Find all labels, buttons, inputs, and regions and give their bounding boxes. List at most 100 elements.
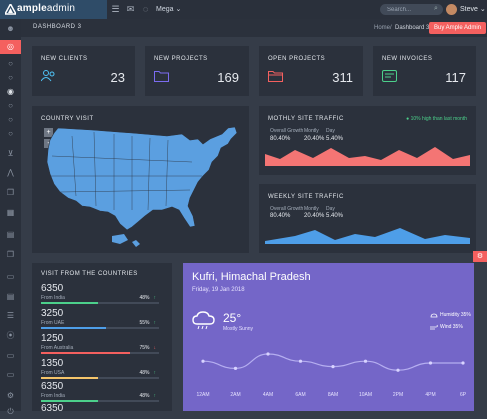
dashboard-icon: ◎ — [7, 42, 14, 51]
monthly-traffic-panel: MOTHLY SITE TRAFFIC ● 10% high than last… — [259, 106, 476, 175]
breadcrumb-bar: DASHBOARD 3 Home / Dashboard 3 Buy Ample… — [21, 19, 487, 37]
weather-hour-label: 8AM — [327, 392, 339, 398]
legend: ● 10% high than last month — [406, 116, 467, 122]
sidebar-item-copy[interactable]: ❐ — [0, 248, 21, 262]
circle-icon: ○ — [8, 101, 13, 110]
stat-value: 117 — [445, 70, 466, 85]
breadcrumb-separator: / — [390, 25, 392, 31]
visit-value: 1250 — [41, 333, 64, 344]
sidebar-item-dashboard[interactable]: ◎ — [0, 40, 21, 54]
chat-icon[interactable]: ◌ — [142, 4, 149, 14]
weather-hour-label: 6AM — [295, 392, 306, 398]
weather-trend-point — [428, 361, 433, 365]
weather-city: Kufri, Himachal Pradesh — [192, 271, 311, 283]
cloud-rain-icon — [192, 311, 215, 330]
stat-label: OPEN PROJECTS — [268, 56, 326, 62]
sidebar-item-grid[interactable]: ▦ — [0, 206, 21, 220]
sidebar-item-3[interactable]: ◉ — [0, 85, 21, 99]
col-label: Montly — [304, 128, 319, 134]
sidebar-item-6[interactable]: ○ — [0, 127, 21, 141]
logo[interactable]: ampleadmin — [0, 0, 107, 19]
visit-progress — [41, 327, 159, 329]
sidebar-item-tables[interactable]: ▤ — [0, 228, 21, 242]
sidebar-item-settings[interactable]: ⚙ — [0, 389, 21, 403]
visit-percent: 48% ↑ — [139, 370, 156, 376]
buy-button[interactable]: Buy Ample Admin — [429, 22, 486, 34]
sidebar-item-4[interactable]: ○ — [0, 99, 21, 113]
sidebar-item-docs[interactable]: ▭ — [0, 270, 21, 284]
sidebar-item-shop[interactable]: ⊻ — [0, 147, 21, 161]
visit-percent-value: 48% — [139, 393, 150, 399]
menu-icon[interactable]: ☰ — [111, 4, 120, 14]
weather-hour-label: 6P — [459, 392, 467, 398]
mega-menu[interactable]: Mega ⌄ — [156, 6, 182, 13]
weather-hour-label: 2AM — [230, 392, 241, 398]
weather-condition: Mostly Sunny — [223, 326, 254, 332]
sidebar-item-5[interactable]: ○ — [0, 113, 21, 127]
table-icon: ▤ — [6, 230, 15, 239]
monthly-area-chart — [265, 147, 470, 166]
sidebar-item-table2[interactable]: ▤ — [0, 290, 21, 304]
sidebar-item-1[interactable]: ○ — [0, 57, 21, 71]
sidebar-item-apps[interactable]: ❐ — [0, 186, 21, 200]
breadcrumb-home[interactable]: Home — [374, 25, 391, 31]
col-label: Day — [326, 206, 335, 212]
weather-temp: 25° — [223, 311, 242, 325]
circle-icon: ○ — [8, 59, 13, 68]
layers-icon: ☰ — [6, 311, 15, 320]
visit-percent: 48% ↑ — [139, 393, 156, 399]
weather-trend-point — [331, 365, 335, 369]
visit-value: 1350 — [41, 358, 64, 369]
sidebar: ☻ ◎ ○ ○ ◉ ○ ○ ○ ⊻ ⋀ ❐ ▦ ▤ ❐ ▭ ▤ ☰ ⦿ ▭ ▭ … — [0, 19, 21, 416]
settings-icon: ⚙ — [6, 391, 15, 400]
visit-from: From Australia — [41, 345, 74, 351]
zoom-out-button[interactable]: - — [44, 139, 53, 148]
weekly-area-chart — [265, 228, 470, 244]
settings-float-button[interactable]: ⚙ — [473, 251, 487, 262]
sidebar-item-2[interactable]: ○ — [0, 71, 21, 85]
weather-trend-point — [461, 361, 465, 365]
copy-icon: ❐ — [6, 188, 15, 197]
weather-date: Friday, 19 Jan 2018 — [192, 287, 245, 293]
weather-trend-point — [396, 368, 400, 372]
sidebar-item-charts[interactable]: ⋀ — [0, 166, 21, 180]
visit-from: From India — [41, 295, 65, 301]
arrow-up-icon: ↑ — [153, 370, 157, 376]
col-value: 80.40% — [270, 213, 291, 219]
avatar[interactable] — [446, 4, 457, 15]
sidebar-item-user[interactable]: ☻ — [0, 22, 21, 36]
visit-value: 6350 — [41, 283, 64, 294]
power-icon: ⏻ — [7, 407, 14, 416]
visit-progress-fill — [41, 352, 130, 354]
folder-open-icon — [268, 71, 283, 82]
invoice-icon — [382, 70, 397, 82]
usa-map[interactable] — [32, 106, 249, 253]
breadcrumb-current: Dashboard 3 — [395, 25, 430, 31]
stat-card-invoices: NEW INVOICES 117 — [373, 46, 476, 96]
visit-progress — [41, 352, 159, 354]
stat-label: NEW CLIENTS — [41, 56, 88, 62]
weather-hour-label: 10AM — [358, 392, 373, 398]
sidebar-item-layers[interactable]: ☰ — [0, 309, 21, 323]
search-input[interactable] — [380, 4, 443, 15]
clients-icon — [41, 70, 55, 82]
user-name[interactable]: Steve ⌄ — [460, 6, 486, 13]
search-icon[interactable]: ⌕ — [434, 5, 438, 12]
sidebar-item-cards[interactable]: ▭ — [0, 368, 21, 382]
sidebar-item-pages[interactable]: ▭ — [0, 349, 21, 363]
zoom-in-button[interactable]: + — [44, 128, 53, 137]
col-value: 80.40% — [270, 136, 291, 142]
mail-icon[interactable]: ✉ — [126, 4, 135, 14]
sidebar-item-logout[interactable]: ⏻ — [0, 405, 21, 419]
visit-percent-value: 55% — [139, 320, 150, 326]
sidebar-item-graph[interactable]: ⦿ — [0, 329, 21, 343]
arrow-up-icon: ↑ — [153, 320, 157, 326]
weather-card: Kufri, Himachal Pradesh Friday, 19 Jan 2… — [183, 263, 474, 411]
weather-humidity: Humidity 35% — [440, 312, 471, 318]
visit-progress — [41, 400, 159, 402]
top-navbar: ampleadmin ☰ ✉ ◌ Mega ⌄ ⌕ Steve ⌄ — [0, 0, 487, 19]
circle-icon: ○ — [8, 129, 13, 138]
col-value: 20.40% — [304, 136, 325, 142]
visit-percent: 48% ↑ — [139, 295, 156, 301]
weather-hour-label: 4AM — [262, 392, 274, 398]
